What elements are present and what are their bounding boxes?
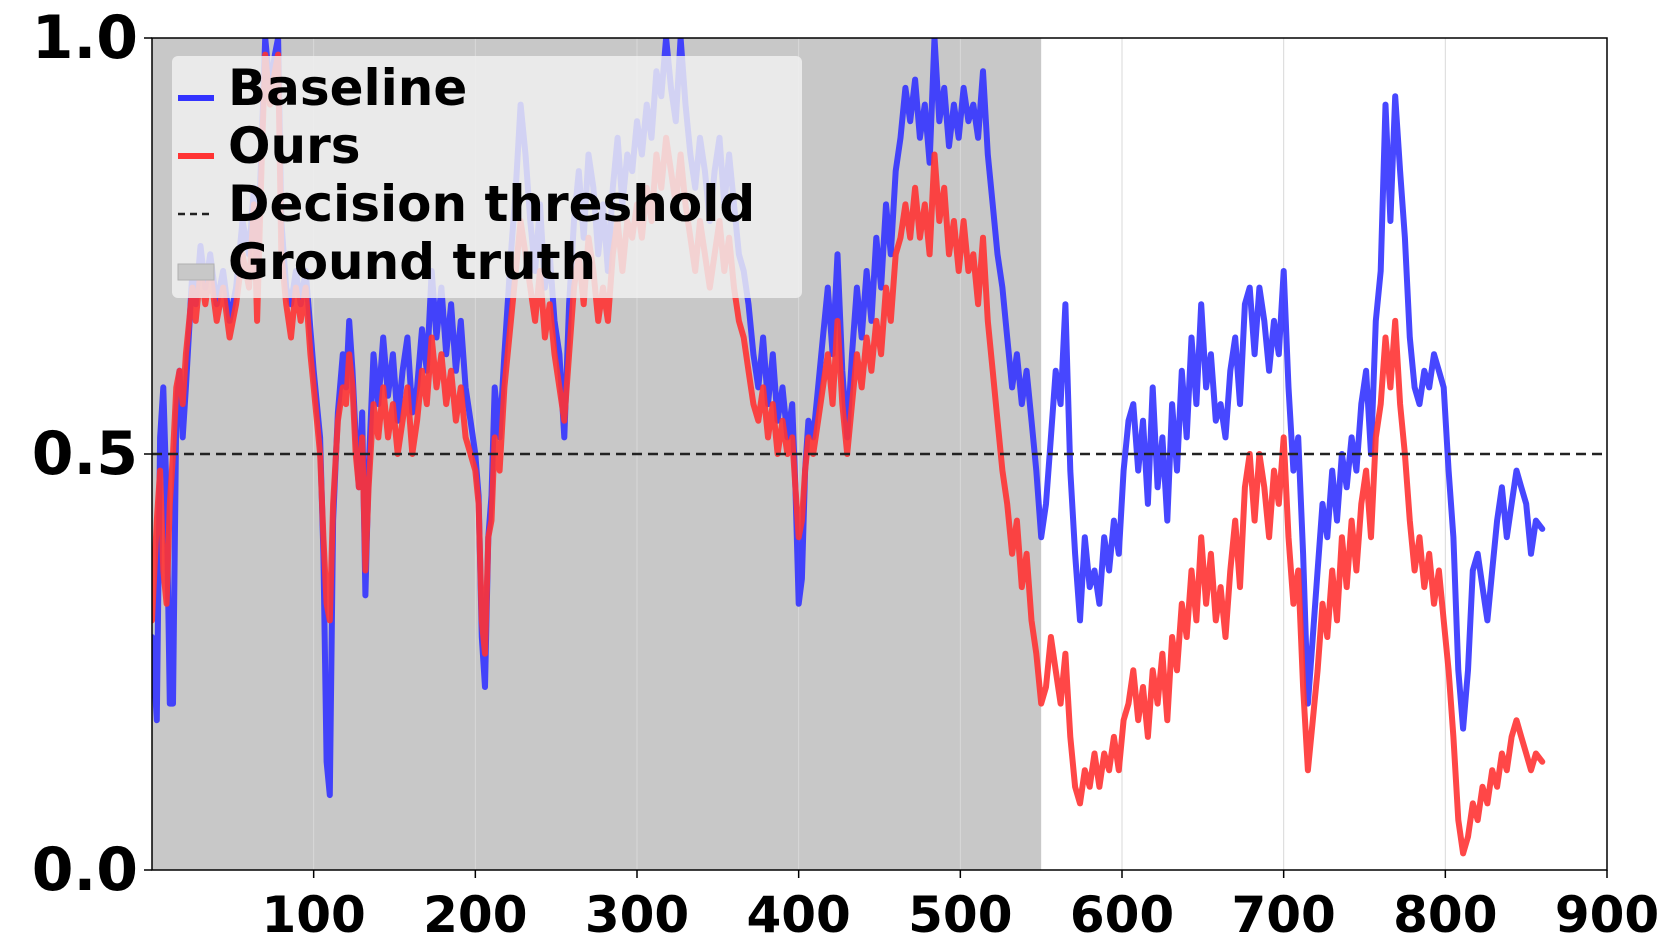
y-tick-label-0.5: 0.5 [32, 419, 138, 489]
legend-box [172, 56, 802, 298]
x-tick-label-700: 700 [1231, 886, 1335, 944]
x-tick-label-500: 500 [908, 886, 1012, 944]
legend-label-baseline: Baseline [228, 59, 467, 117]
series-line-ours [152, 51, 1546, 857]
x-tick-label-900: 900 [1555, 886, 1659, 944]
y-tick-label-1.0: 1.0 [32, 3, 138, 73]
y-tick-label-0.0: 0.0 [32, 835, 138, 905]
x-tick-label-400: 400 [746, 886, 850, 944]
x-tick-label-300: 300 [585, 886, 689, 944]
x-tick-label-600: 600 [1070, 886, 1174, 944]
legend-label-ours: Ours [228, 117, 361, 175]
legend-swatch-ground-truth [177, 263, 215, 281]
x-tick-label-100: 100 [261, 886, 365, 944]
legend-label-ground-truth: Ground truth [228, 233, 596, 291]
x-tick-label-200: 200 [423, 886, 527, 944]
series-group [152, 38, 1546, 857]
x-tick-label-800: 800 [1393, 886, 1497, 944]
legend-label-decision-threshold: Decision threshold [228, 175, 755, 233]
axes: 100 200 300 400 500 600 700 800 900 0.0 0.5 1.0 [32, 3, 1659, 944]
